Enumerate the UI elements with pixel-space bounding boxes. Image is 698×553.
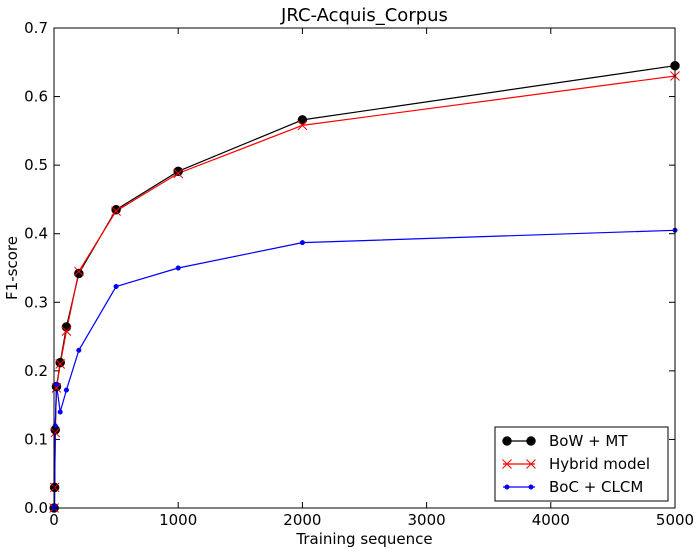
x-tick-label: 0	[49, 511, 59, 529]
data-point	[55, 357, 65, 368]
data-point	[299, 240, 305, 246]
markers-layer	[49, 60, 680, 513]
data-point	[63, 387, 69, 393]
x-tick-label: 1000	[159, 511, 197, 529]
data-point	[51, 383, 62, 393]
data-point	[175, 265, 181, 271]
legend-label: Hybrid model	[549, 455, 650, 473]
data-point	[73, 266, 84, 277]
data-point	[113, 283, 119, 290]
legend-entry: Hybrid model	[502, 455, 650, 473]
data-point	[55, 359, 66, 369]
ticks-layer: 0 1000 2000 3000 4000 5000 0.0 0.1 0.2 0.3 0.4 0.5 0…	[24, 19, 694, 529]
data-point	[61, 326, 72, 336]
data-point	[49, 482, 60, 493]
data-point	[173, 168, 184, 179]
y-tick-label: 0.0	[24, 499, 48, 517]
data-point	[502, 436, 512, 446]
chart-title: JRC-Acquis_Corpus	[280, 5, 448, 26]
y-tick-label: 0.7	[24, 19, 48, 37]
legend-entry: BoW + MT	[502, 432, 628, 450]
data-point	[502, 459, 512, 469]
data-point	[61, 322, 72, 332]
y-tick-label: 0.6	[24, 88, 48, 106]
data-point	[173, 166, 183, 177]
x-tick-label: 3000	[408, 511, 446, 529]
y-tick-label: 0.5	[24, 156, 48, 174]
legend-label: BoC + CLCM	[549, 478, 643, 496]
legend: BoW + MT Hybrid model BoC + CLCM	[494, 426, 669, 502]
data-point	[53, 382, 60, 388]
y-tick-label: 0.1	[24, 430, 48, 448]
x-axis-label: Training sequence	[295, 530, 432, 548]
y-tick-label: 0.4	[24, 225, 48, 243]
data-point	[297, 120, 308, 131]
data-point	[526, 459, 536, 469]
x-tick-label: 5000	[656, 511, 694, 529]
data-point	[50, 427, 61, 438]
y-tick-label: 0.3	[24, 293, 48, 311]
data-point	[526, 436, 536, 446]
data-point	[528, 484, 534, 490]
legend-entry: BoC + CLCM	[503, 478, 643, 496]
data-point	[111, 206, 121, 216]
y-tick-label: 0.2	[24, 362, 48, 380]
y-axis-label: F1-score	[3, 236, 21, 300]
legend-label: BoW + MT	[549, 432, 628, 450]
plot-frame	[53, 27, 676, 509]
data-point	[111, 204, 121, 215]
x-tick-label: 4000	[532, 511, 570, 529]
data-point	[57, 409, 63, 415]
data-point	[504, 484, 510, 490]
x-tick-label: 2000	[283, 511, 321, 529]
data-point	[297, 115, 308, 125]
data-point	[74, 268, 84, 279]
data-point	[76, 347, 82, 353]
